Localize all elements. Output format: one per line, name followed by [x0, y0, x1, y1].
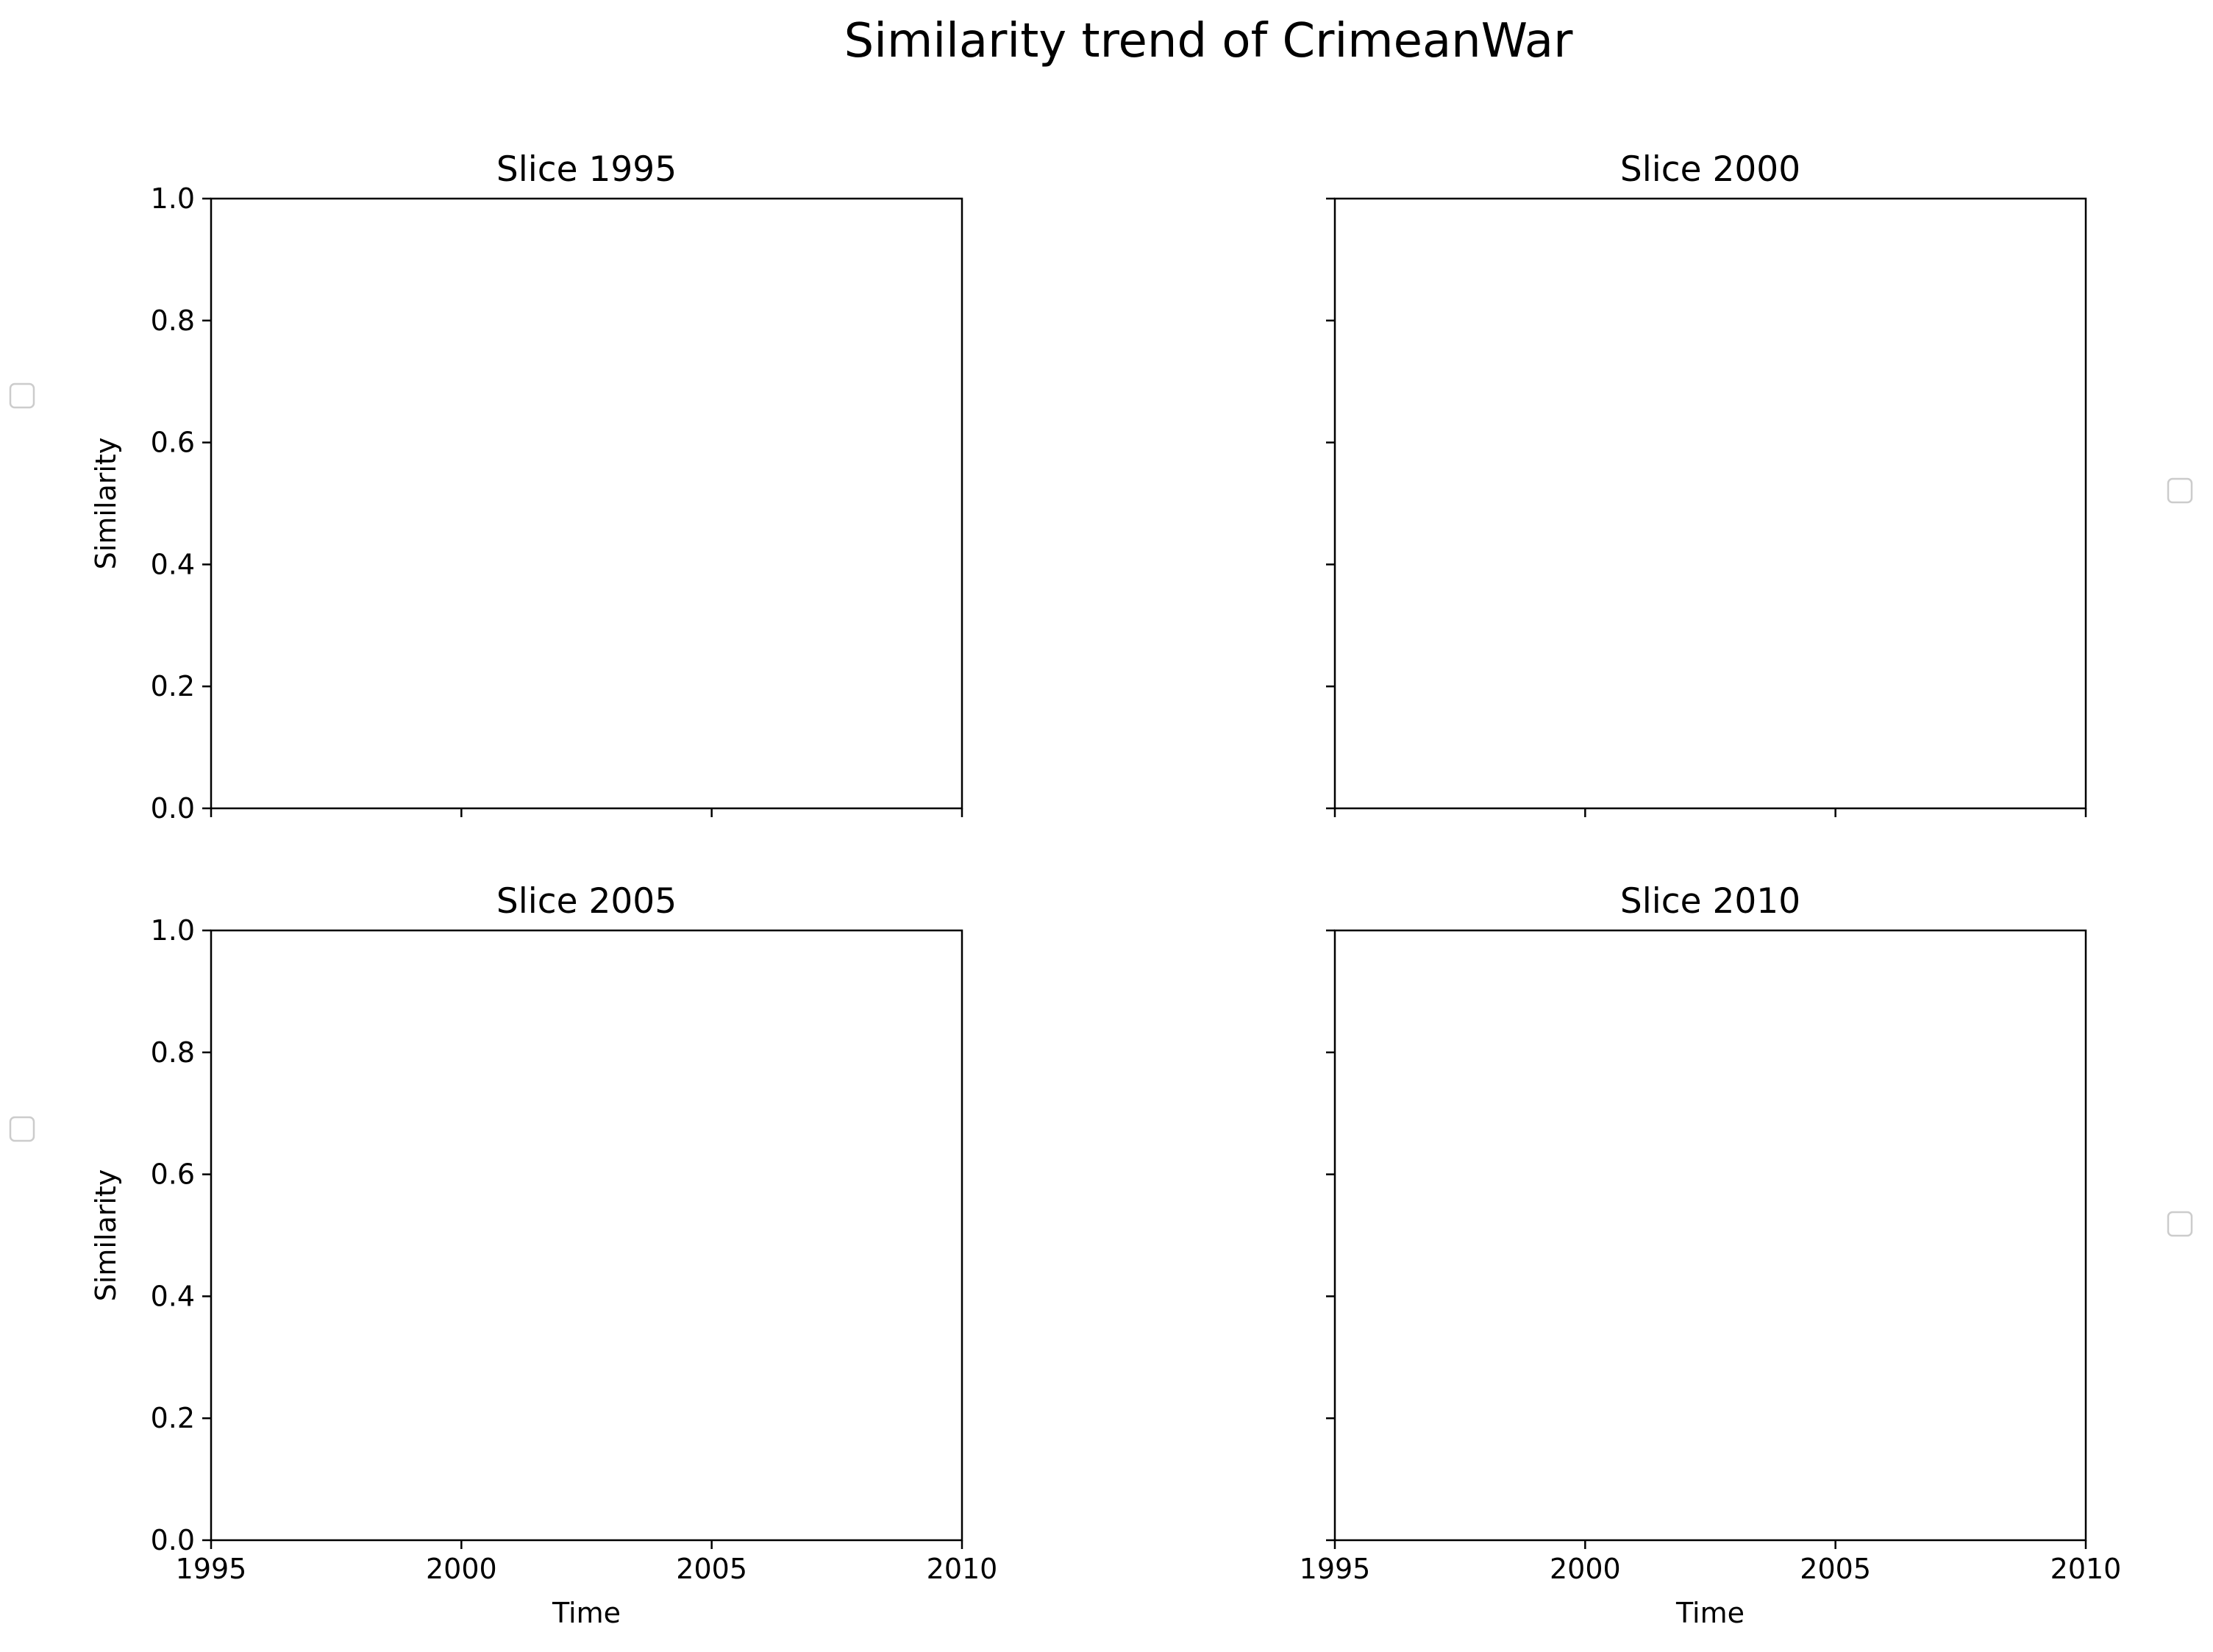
panel-3-x-tick-label: 2010 — [927, 1553, 998, 1585]
panel-3-x-tick-label: 2000 — [426, 1553, 497, 1585]
panel-2-legend-box — [2167, 477, 2193, 504]
panel-3-y-tick-label: 0.0 — [151, 1524, 195, 1556]
panel-1-y-axis-label: Similarity — [90, 438, 122, 570]
panel-3-legend-box — [9, 1116, 35, 1142]
panel-4-x-tick-label: 1995 — [1300, 1553, 1371, 1585]
panel-4-title: Slice 2010 — [1620, 881, 1800, 922]
panel-4-x-tick-label: 2005 — [1800, 1553, 1871, 1585]
panel-4-axes-frame — [1333, 929, 2087, 1542]
panel-1: Slice 1995 0.0 0.2 0.4 0.6 0.8 1.0 Similarity — [9, 149, 963, 825]
panel-3-y-tick-label: 0.6 — [151, 1158, 195, 1191]
panel-2: Slice 2000 — [1326, 149, 2193, 817]
panel-1-title: Slice 1995 — [496, 149, 677, 190]
panel-4: Slice 2010 1995 2000 2005 2010 Time — [1300, 881, 2193, 1629]
panel-3-y-tick-label: 1.0 — [151, 914, 195, 947]
panel-3-axes-frame — [210, 929, 963, 1542]
panel-4-legend-box — [2167, 1211, 2193, 1237]
panel-3: Slice 2005 0.0 0.2 0.4 0.6 0.8 1.0 1995 2000 2005… — [9, 881, 998, 1629]
panel-4-x-tick-label: 2000 — [1550, 1553, 1621, 1585]
panel-3-x-tick-label: 2005 — [676, 1553, 747, 1585]
panel-3-y-tick-label: 0.8 — [151, 1036, 195, 1069]
panel-1-y-tick-label: 1.0 — [151, 182, 195, 215]
figure-title: Similarity trend of CrimeanWar — [844, 14, 1574, 68]
panel-3-y-axis-label: Similarity — [90, 1169, 122, 1302]
panel-3-title: Slice 2005 — [496, 881, 677, 922]
panel-3-x-axis-label: Time — [552, 1597, 621, 1629]
panel-4-x-tick-label: 2010 — [2050, 1553, 2122, 1585]
panel-1-y-tick-label: 0.6 — [151, 427, 195, 459]
panel-1-axes-frame — [210, 197, 963, 810]
panel-3-x-tick-label: 1995 — [176, 1553, 247, 1585]
panel-4-x-axis-label: Time — [1675, 1597, 1745, 1629]
panel-1-y-tick-label: 0.8 — [151, 305, 195, 337]
panel-3-y-tick-label: 0.2 — [151, 1402, 195, 1434]
panel-1-legend-box — [9, 382, 35, 409]
panel-1-y-tick-label: 0.4 — [151, 548, 195, 580]
panel-1-y-tick-label: 0.0 — [151, 792, 195, 825]
panel-3-y-tick-label: 0.4 — [151, 1280, 195, 1312]
panel-1-y-tick-label: 0.2 — [151, 670, 195, 702]
panel-2-title: Slice 2000 — [1620, 149, 1800, 190]
panel-2-axes-frame — [1333, 197, 2087, 810]
